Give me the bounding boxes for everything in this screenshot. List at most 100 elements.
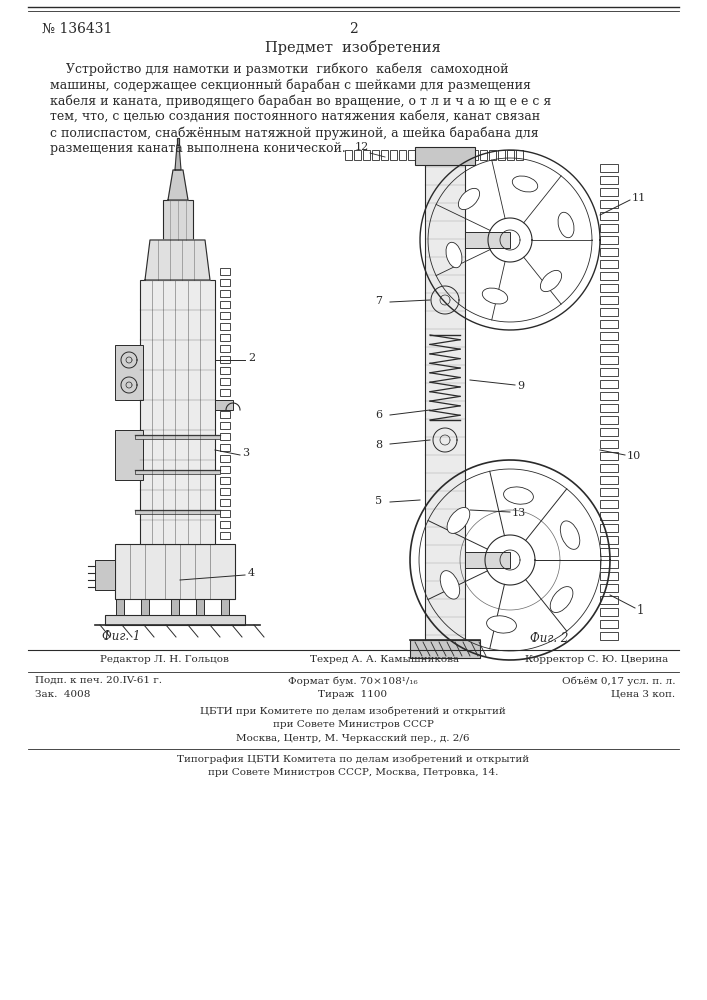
Bar <box>600 524 618 532</box>
Bar <box>600 188 618 196</box>
Bar <box>600 392 618 400</box>
Text: Фиг. 1: Фиг. 1 <box>102 630 141 643</box>
Polygon shape <box>177 138 179 145</box>
Bar <box>220 356 230 363</box>
Bar <box>600 440 618 448</box>
Text: 10: 10 <box>627 451 641 461</box>
Bar <box>221 599 229 615</box>
Bar <box>220 301 230 308</box>
Bar <box>462 150 469 160</box>
Bar <box>163 200 193 240</box>
Ellipse shape <box>540 270 561 292</box>
Ellipse shape <box>440 571 460 599</box>
Bar <box>471 150 478 160</box>
Text: 8: 8 <box>375 440 382 450</box>
Bar <box>220 268 230 275</box>
Bar <box>363 150 370 160</box>
Text: при Совете Министров СССР, Москва, Петровка, 14.: при Совете Министров СССР, Москва, Петро… <box>208 768 498 777</box>
Ellipse shape <box>486 616 516 633</box>
Polygon shape <box>175 145 181 170</box>
Bar <box>489 150 496 160</box>
Text: Цена 3 коп.: Цена 3 коп. <box>611 690 675 699</box>
Bar <box>399 150 406 160</box>
Bar <box>410 640 480 658</box>
Text: Формат бум. 70×108¹/₁₆: Формат бум. 70×108¹/₁₆ <box>288 676 418 686</box>
Text: 11: 11 <box>632 193 646 203</box>
Bar <box>600 584 618 592</box>
Bar <box>220 532 230 539</box>
Bar <box>600 200 618 208</box>
Bar <box>220 510 230 517</box>
Text: 5: 5 <box>375 496 382 506</box>
Bar <box>600 356 618 364</box>
Bar <box>220 323 230 330</box>
Text: Зак.  4008: Зак. 4008 <box>35 690 90 699</box>
Polygon shape <box>168 170 188 200</box>
Bar <box>220 455 230 462</box>
Ellipse shape <box>513 176 538 192</box>
Bar <box>417 150 424 160</box>
Bar <box>220 345 230 352</box>
Bar <box>220 400 230 407</box>
Text: ЦБТИ при Комитете по делам изобретений и открытий: ЦБТИ при Комитете по делам изобретений и… <box>200 706 506 716</box>
Text: 2: 2 <box>248 353 255 363</box>
Bar <box>115 345 143 400</box>
Bar <box>600 572 618 580</box>
Bar <box>220 279 230 286</box>
Ellipse shape <box>446 242 462 268</box>
Bar <box>600 332 618 340</box>
Bar <box>600 452 618 460</box>
Bar <box>600 260 618 268</box>
Ellipse shape <box>458 188 479 210</box>
Bar <box>600 380 618 388</box>
Bar <box>444 150 451 160</box>
Text: Подп. к печ. 20.IV-61 г.: Подп. к печ. 20.IV-61 г. <box>35 676 162 685</box>
Bar <box>600 416 618 424</box>
Bar <box>115 430 143 480</box>
Bar <box>465 552 510 568</box>
Bar <box>220 290 230 297</box>
Bar <box>600 296 618 304</box>
Bar <box>135 470 220 474</box>
Bar <box>220 521 230 528</box>
Bar <box>600 224 618 232</box>
Bar <box>465 232 510 248</box>
Ellipse shape <box>558 212 574 238</box>
Bar <box>135 510 220 514</box>
Bar <box>220 444 230 451</box>
Bar <box>600 464 618 472</box>
Bar <box>600 236 618 244</box>
Bar <box>220 389 230 396</box>
Bar <box>600 248 618 256</box>
Bar <box>220 488 230 495</box>
Bar <box>600 212 618 220</box>
Ellipse shape <box>550 587 573 613</box>
Bar <box>220 422 230 429</box>
Bar <box>600 308 618 316</box>
Bar <box>135 435 220 439</box>
Bar <box>426 150 433 160</box>
Bar <box>435 150 442 160</box>
Bar <box>220 378 230 385</box>
Text: № 136431: № 136431 <box>42 22 112 36</box>
Text: кабеля и каната, приводящего барабан во вращение, о т л и ч а ю щ е е с я: кабеля и каната, приводящего барабан во … <box>50 94 551 107</box>
Bar <box>215 400 233 410</box>
Bar <box>220 477 230 484</box>
Bar <box>600 176 618 184</box>
Bar <box>141 599 149 615</box>
Bar <box>516 150 523 160</box>
Bar <box>425 165 465 640</box>
Bar <box>600 632 618 640</box>
Text: 1: 1 <box>637 603 644 616</box>
Bar <box>381 150 388 160</box>
Text: при Совете Министров СССР: при Совете Министров СССР <box>273 720 433 729</box>
Text: Фиг. 2: Фиг. 2 <box>530 632 568 645</box>
Bar <box>600 284 618 292</box>
Bar <box>600 272 618 280</box>
Bar <box>600 488 618 496</box>
Text: Техред А. А. Камышникова: Техред А. А. Камышникова <box>310 655 459 664</box>
Bar <box>600 404 618 412</box>
Bar <box>600 428 618 436</box>
Ellipse shape <box>447 507 469 533</box>
Bar <box>600 596 618 604</box>
